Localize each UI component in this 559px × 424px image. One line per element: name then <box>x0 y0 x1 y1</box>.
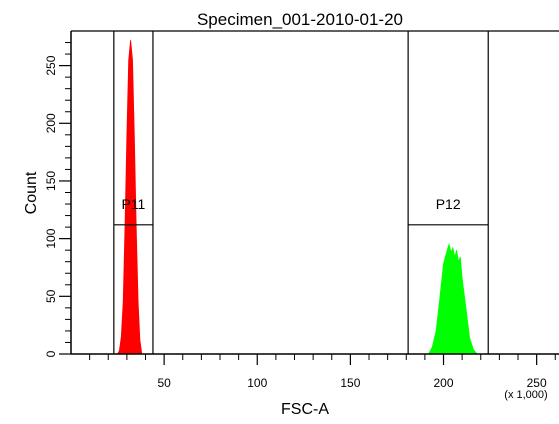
x-axis-label: FSC-A <box>281 401 329 418</box>
histogram-series-1 <box>117 40 143 355</box>
gate-label-P12: P12 <box>436 196 461 212</box>
y-tick-label: 250 <box>44 55 58 75</box>
y-tick-label: 150 <box>44 171 58 191</box>
x-tick-label: 150 <box>340 376 360 390</box>
x-tick-label: 50 <box>157 376 171 390</box>
y-tick-label: 0 <box>44 350 58 357</box>
y-tick-label: 50 <box>44 289 58 303</box>
y-tick-label: 100 <box>44 228 58 248</box>
y-tick-label: 200 <box>44 113 58 133</box>
x-scale-note: (x 1,000) <box>504 389 547 401</box>
histogram-series-2 <box>427 242 478 355</box>
plot-area: P11 P12 50 100 150 200 250 0 50 100 150 200 250 <box>44 30 559 390</box>
gate-label-P11: P11 <box>121 196 145 212</box>
x-tick-label: 200 <box>434 376 454 390</box>
y-axis-label: Count <box>23 171 40 214</box>
x-tick-label: 250 <box>527 376 547 390</box>
chart-title: Specimen_001-2010-01-20 <box>197 10 403 29</box>
x-tick-label: 100 <box>247 376 267 390</box>
